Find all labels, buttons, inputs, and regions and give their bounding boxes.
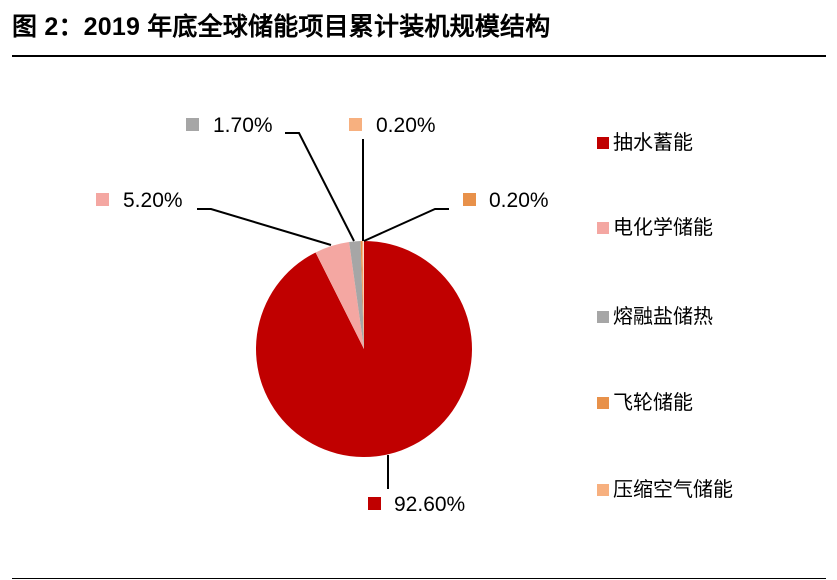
data-label-compressed-air: 0.20% bbox=[376, 114, 436, 137]
pie-slices bbox=[255, 241, 472, 457]
legend-swatch bbox=[597, 311, 609, 323]
label-marker-molten-salt bbox=[186, 118, 199, 131]
legend-swatch bbox=[597, 222, 609, 234]
data-label-electrochemical: 5.20% bbox=[123, 189, 183, 212]
legend-label: 飞轮储能 bbox=[613, 392, 693, 414]
pie-slice-molten-salt bbox=[349, 241, 364, 349]
legend-label: 熔融盐储热 bbox=[613, 306, 713, 328]
legend-swatch bbox=[597, 484, 609, 496]
title-divider bbox=[12, 55, 826, 57]
pie-slice-pumped-hydro bbox=[255, 241, 472, 457]
label-marker-flywheel bbox=[463, 193, 476, 206]
pie-slice-compressed-air bbox=[361, 241, 364, 349]
legend-label: 压缩空气储能 bbox=[613, 479, 733, 501]
bottom-divider bbox=[12, 578, 826, 579]
figure-title: 图 2：2019 年底全球储能项目累计装机规模结构 bbox=[12, 13, 551, 41]
data-label-molten-salt: 1.70% bbox=[213, 114, 273, 137]
leader-line-electrochemical bbox=[197, 208, 332, 246]
pie-slice-flywheel bbox=[360, 241, 364, 349]
leader-lines bbox=[197, 132, 449, 489]
label-marker-pumped-hydro bbox=[368, 497, 381, 510]
legend-label: 电化学储能 bbox=[613, 217, 713, 239]
leader-line-flywheel bbox=[363, 208, 449, 242]
label-marker-compressed-air bbox=[349, 118, 362, 131]
label-marker-electrochemical bbox=[96, 193, 109, 206]
data-label-pumped-hydro: 92.60% bbox=[394, 493, 466, 516]
legend-swatch bbox=[597, 137, 609, 149]
leader-line-molten-salt bbox=[285, 132, 355, 242]
legend-swatch bbox=[597, 397, 609, 409]
data-label-flywheel: 0.20% bbox=[489, 189, 549, 212]
pie-slice-electrochemical bbox=[315, 242, 364, 349]
legend-label: 抽水蓄能 bbox=[613, 132, 693, 154]
